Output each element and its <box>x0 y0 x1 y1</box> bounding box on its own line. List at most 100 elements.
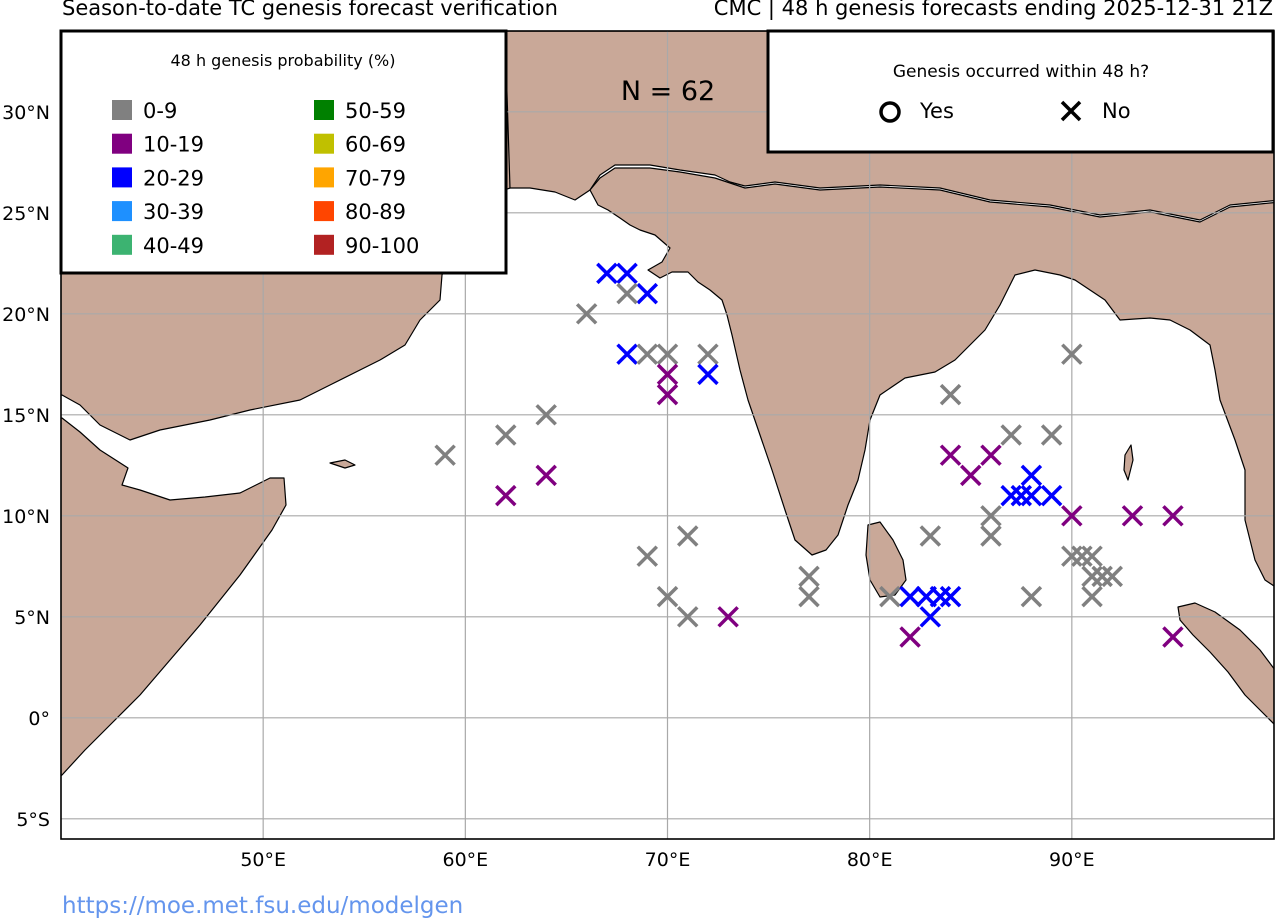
y-axis-ticks: 30°N 25°N 20°N 15°N 10°N 5°N 0° 5°S <box>2 102 50 831</box>
outcome-legend-title: Genesis occurred within 48 h? <box>893 62 1149 82</box>
no-cross-icon <box>1060 100 1082 122</box>
forecast-marker-no <box>919 525 942 547</box>
forecast-marker-no <box>1061 343 1083 365</box>
forecast-marker-no <box>676 525 699 547</box>
legend-label: 60-69 <box>345 133 406 157</box>
y-tick-label: 15°N <box>2 405 50 427</box>
land-andaman <box>1123 444 1134 481</box>
legend-label: 10-19 <box>143 133 204 157</box>
probability-legend-items: 0-9 10-19 20-29 30-39 40-49 50-59 60-69 70-79 80… <box>112 99 419 258</box>
forecast-marker-no <box>616 262 638 285</box>
forecast-marker-no <box>980 505 1002 527</box>
forecast-marker-no <box>656 363 679 386</box>
legend-swatch <box>112 100 132 120</box>
forecast-marker-no <box>1081 585 1103 608</box>
legend-swatch <box>112 234 132 255</box>
legend-label: 90-100 <box>345 234 419 258</box>
forecast-marker-no <box>1061 545 1083 567</box>
forecast-marker-no <box>1091 565 1113 588</box>
sample-count: N = 62 <box>621 76 715 107</box>
forecast-marker-no <box>1121 505 1144 527</box>
x-tick-label: 80°E <box>847 849 893 871</box>
x-tick-label: 70°E <box>645 849 691 871</box>
forecast-marker-no <box>575 303 598 325</box>
forecast-marker-no <box>1010 484 1033 507</box>
legend-label: 50-59 <box>345 99 406 123</box>
y-tick-label: 5°N <box>14 607 50 629</box>
x-axis-ticks: 50°E 60°E 70°E 80°E 90°E <box>240 849 1094 871</box>
map-frame <box>60 30 1275 840</box>
forecast-marker-no <box>1000 424 1022 446</box>
x-tick-label: 50°E <box>240 849 286 871</box>
forecast-marker-no <box>676 606 699 628</box>
y-tick-label: 0° <box>28 708 50 730</box>
forecast-marker-no <box>1071 545 1093 567</box>
forecast-marker-no <box>1162 626 1184 648</box>
legend-swatch <box>112 133 132 154</box>
forecast-marker-no <box>535 404 557 426</box>
probability-legend-title: 48 h genesis probability (%) <box>171 51 396 70</box>
forecast-marker-no <box>1162 505 1184 527</box>
forecast-marker-no <box>929 585 952 608</box>
legend-label: 30-39 <box>143 200 204 224</box>
legend-swatch <box>314 201 334 222</box>
forecast-marker-no <box>616 343 638 365</box>
forecast-marker-no <box>980 444 1002 466</box>
yes-label: Yes <box>919 99 954 123</box>
forecast-markers <box>434 262 1184 648</box>
forecast-marker-no <box>1020 484 1043 507</box>
forecast-marker-no <box>1040 424 1063 446</box>
forecast-marker-no <box>1020 464 1043 487</box>
forecast-marker-no <box>495 424 517 446</box>
forecast-marker-no <box>960 464 982 487</box>
forecast-marker-no <box>636 545 659 567</box>
forecast-marker-no <box>636 282 659 305</box>
forecast-marker-no <box>616 282 638 305</box>
land-sumatra <box>1177 602 1274 725</box>
forecast-marker-no <box>697 343 719 365</box>
forecast-marker-no <box>1061 505 1083 527</box>
forecast-marker-no <box>1081 545 1103 567</box>
forecast-marker-no <box>899 626 921 648</box>
legend-swatch <box>314 133 334 154</box>
forecast-marker-no <box>1040 484 1063 507</box>
forecast-marker-no <box>656 585 679 608</box>
no-label: No <box>1102 99 1131 123</box>
source-link[interactable]: https://moe.met.fsu.edu/modelgen <box>62 893 464 919</box>
x-tick-label: 60°E <box>442 849 488 871</box>
yes-circle-icon <box>879 101 901 123</box>
forecast-marker-no <box>596 262 618 285</box>
legend-swatch <box>314 167 334 188</box>
y-tick-label: 5°S <box>16 809 50 831</box>
forecast-marker-no <box>879 585 901 608</box>
legend-swatch <box>314 100 334 120</box>
land-africa <box>61 417 287 777</box>
legend-label: 40-49 <box>143 234 204 258</box>
forecast-marker-no <box>495 484 517 507</box>
legend-label: 70-79 <box>345 166 406 190</box>
forecast-marker-no <box>1020 585 1043 608</box>
outcome-legend-box <box>766 29 1275 154</box>
forecast-marker-no <box>636 343 659 365</box>
forecast-marker-no <box>434 444 456 466</box>
probability-legend-box <box>59 29 508 275</box>
y-tick-label: 20°N <box>2 304 50 326</box>
legend-label: 80-89 <box>345 200 406 224</box>
forecast-marker-no <box>798 565 820 588</box>
outcome-legend: Genesis occurred within 48 h? Yes No <box>766 29 1275 154</box>
forecast-marker-no <box>899 585 921 608</box>
legend-swatch <box>314 234 334 255</box>
forecast-marker-no <box>919 606 942 628</box>
forecast-marker-no <box>717 606 739 628</box>
y-tick-label: 25°N <box>2 203 50 225</box>
forecast-marker-no <box>1081 565 1103 588</box>
y-tick-label: 10°N <box>2 506 50 528</box>
land-socotra <box>329 459 356 469</box>
forecast-marker-no <box>798 585 820 608</box>
forecast-marker-no <box>980 525 1002 547</box>
legend-swatch <box>112 201 132 222</box>
legend-swatch <box>112 167 132 188</box>
legend-label: 0-9 <box>143 99 177 123</box>
legend-label: 20-29 <box>143 166 204 190</box>
